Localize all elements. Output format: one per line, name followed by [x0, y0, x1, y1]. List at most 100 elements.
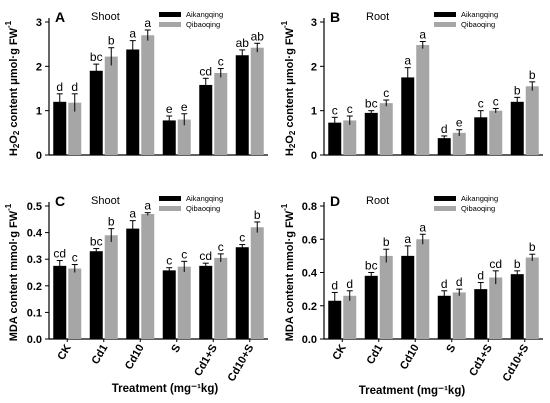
- y-tick-label: 0.5: [27, 201, 42, 213]
- bar-Cd1+S-Aikangqing: [199, 84, 213, 155]
- bar-Cd10+S-Aikangqing: [235, 247, 249, 339]
- significance-letter: c: [166, 254, 172, 268]
- significance-letter: b: [529, 240, 536, 254]
- bar-CK-Qibaoqing: [68, 102, 82, 155]
- bar-Cd10+S-Qibaoqing: [250, 227, 264, 339]
- significance-letter: c: [218, 240, 224, 254]
- bar-S-Aikangqing: [437, 295, 451, 339]
- panel-letter: B: [330, 9, 340, 25]
- x-tick-label: Cd10: [398, 343, 422, 372]
- legend-swatch: [434, 196, 456, 201]
- bar-Cd10+S-Qibaoqing: [525, 86, 539, 155]
- y-tick-label: 0.2: [27, 281, 42, 293]
- y-tick-label: 0: [36, 150, 42, 162]
- legend-swatch: [159, 206, 181, 211]
- significance-letter: bc: [90, 235, 103, 249]
- y-tick-label: 0.3: [27, 254, 42, 266]
- bar-Cd10+S-Qibaoqing: [250, 47, 264, 155]
- panel-letter: C: [55, 193, 65, 209]
- significance-letter: bc: [365, 259, 378, 273]
- significance-letter: b: [514, 257, 521, 271]
- x-tick-label: Cd1: [90, 343, 111, 367]
- y-tick-label: 0.1: [27, 307, 42, 319]
- panel-letter: A: [55, 9, 65, 25]
- bar-Cd1+S-Qibaoqing: [214, 257, 228, 339]
- significance-letter: b: [108, 34, 115, 48]
- bar-Cd1+S-Aikangqing: [474, 289, 488, 339]
- x-tick-label: Cd10: [123, 343, 147, 372]
- bar-Cd1-Qibaoqing: [104, 235, 118, 339]
- bar-S-Aikangqing: [162, 120, 176, 155]
- x-tick-label: CK: [331, 342, 349, 362]
- x-tick-label: Cd1: [365, 343, 386, 367]
- x-tick-label: Cd10+S: [226, 343, 257, 384]
- significance-letter: a: [129, 27, 136, 41]
- significance-letter: c: [493, 94, 499, 108]
- significance-letter: ab: [251, 29, 265, 43]
- legend-label: Aikangqing: [461, 10, 498, 19]
- y-tick-label: 0.0: [302, 334, 317, 346]
- panel-C: MDA content mmol·g FW-1 0.0 0.1 0.2 0.3 0.4 0.…: [4, 193, 268, 384]
- panel-title: Shoot: [91, 195, 120, 207]
- bar-Cd10-Aikangqing: [401, 255, 415, 339]
- legend-label: Aikangqing: [186, 194, 223, 203]
- x-tick-label: Cd1+S: [467, 343, 495, 379]
- bar-Cd10-Aikangqing: [401, 77, 415, 155]
- bar-Cd1-Qibaoqing: [379, 103, 393, 155]
- significance-letter: b: [514, 83, 521, 97]
- bar-Cd1+S-Aikangqing: [474, 117, 488, 155]
- panel-title: Root: [366, 11, 389, 23]
- significance-letter: d: [477, 268, 484, 282]
- bar-CK-Aikangqing: [53, 265, 67, 339]
- significance-letter: d: [441, 122, 448, 136]
- legend-label: Aikangqing: [461, 194, 498, 203]
- bar-CK-Aikangqing: [328, 122, 342, 155]
- significance-letter: b: [108, 215, 115, 229]
- bar-CK-Aikangqing: [53, 101, 67, 155]
- bar-S-Aikangqing: [162, 270, 176, 339]
- significance-letter: cd: [489, 257, 502, 271]
- significance-letter: d: [56, 80, 63, 94]
- significance-letter: bc: [90, 50, 103, 64]
- y-axis-label: H2O2 content μmol·g FW-1: [4, 20, 21, 156]
- y-axis-label: MDA content mmol·g FW-1: [4, 203, 20, 341]
- panel-letter: D: [330, 193, 340, 209]
- panel-title: Root: [366, 195, 389, 207]
- x-tick-label: Cd10+S: [501, 343, 532, 384]
- bar-Cd10-Qibaoqing: [141, 213, 155, 339]
- bar-Cd10+S-Aikangqing: [510, 101, 524, 155]
- bar-Cd1-Aikangqing: [89, 70, 103, 155]
- y-tick-label: 0.0: [27, 334, 42, 346]
- x-axis-label-right: Treatment (mg⁻¹kg): [359, 385, 466, 397]
- significance-letter: a: [129, 207, 136, 221]
- significance-letter: bc: [365, 97, 378, 111]
- legend-swatch: [159, 22, 181, 27]
- significance-letter: c: [181, 247, 187, 261]
- y-tick-label: 2: [36, 61, 42, 73]
- bar-Cd10-Aikangqing: [126, 228, 140, 339]
- significance-letter: cd: [53, 247, 66, 261]
- y-tick-label: 0.4: [302, 268, 318, 280]
- bar-Cd10-Qibaoqing: [416, 45, 430, 156]
- bar-Cd10-Qibaoqing: [416, 239, 430, 339]
- bar-Cd1+S-Qibaoqing: [489, 110, 503, 155]
- bar-Cd10+S-Aikangqing: [510, 274, 524, 339]
- legend-label: Qibaoqing: [461, 20, 495, 29]
- x-tick-label: S: [169, 343, 183, 355]
- y-tick-label: 3: [36, 17, 42, 29]
- y-tick-label: 0.2: [302, 301, 317, 313]
- significance-letter: a: [419, 28, 426, 42]
- significance-letter: d: [331, 278, 338, 292]
- significance-letter: b: [254, 208, 261, 222]
- legend-label: Qibaoqing: [186, 20, 220, 29]
- bar-Cd1-Aikangqing: [89, 251, 103, 339]
- significance-letter: b: [529, 68, 536, 82]
- x-tick-label: Cd1+S: [192, 343, 220, 379]
- bar-S-Qibaoqing: [452, 132, 466, 155]
- legend-label: Aikangqing: [186, 10, 223, 19]
- bar-Cd10-Qibaoqing: [141, 35, 155, 155]
- bar-CK-Qibaoqing: [68, 268, 82, 339]
- significance-letter: cd: [199, 249, 212, 263]
- bar-Cd1+S-Qibaoqing: [489, 277, 503, 339]
